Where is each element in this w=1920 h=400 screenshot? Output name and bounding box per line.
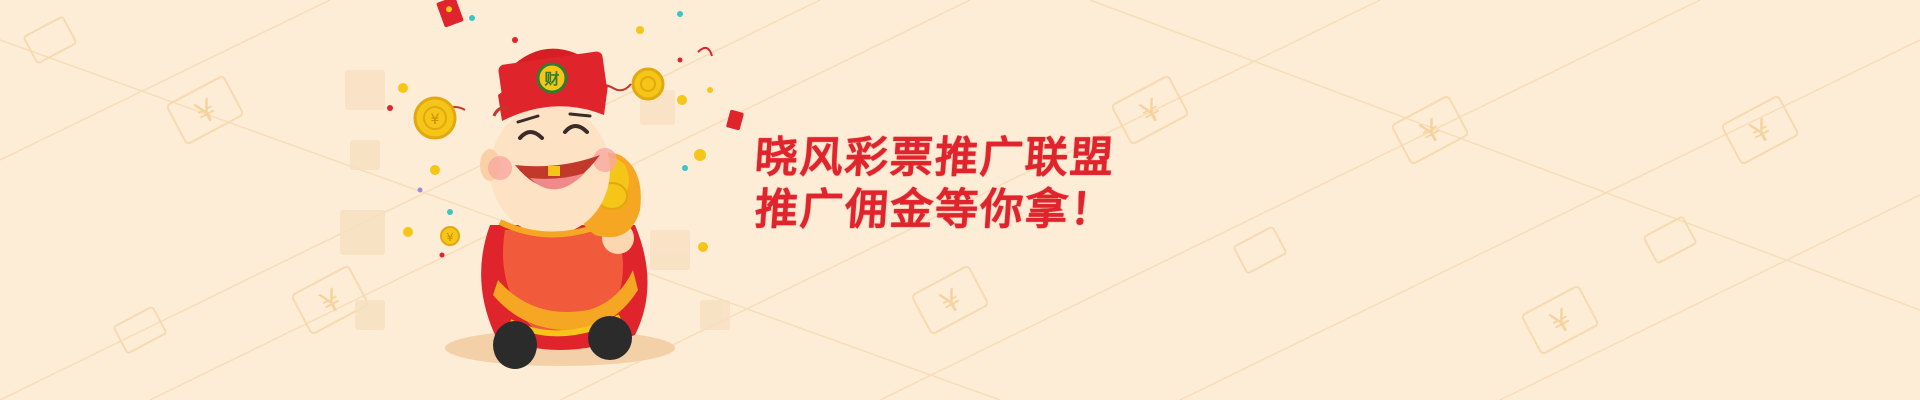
svg-text:¥: ¥ bbox=[935, 282, 968, 322]
headline-line-2: 推广佣金等你拿！ bbox=[753, 185, 1117, 235]
svg-text:¥: ¥ bbox=[431, 112, 440, 128]
hat-badge-text: 财 bbox=[544, 70, 559, 88]
headline: 晓风彩票推广联盟 推广佣金等你拿！ bbox=[753, 132, 1275, 236]
gold-coin-left: ¥ bbox=[413, 96, 466, 140]
svg-text:¥: ¥ bbox=[315, 282, 348, 322]
official-hat: 财 bbox=[492, 48, 608, 121]
svg-text:¥: ¥ bbox=[1545, 302, 1578, 342]
god-of-wealth-mascot: ¥ ¥ bbox=[387, 0, 744, 369]
svg-text:¥: ¥ bbox=[1745, 112, 1778, 152]
svg-text:¥: ¥ bbox=[190, 92, 223, 132]
confetti-decoration bbox=[387, 0, 744, 258]
headline-line-1: 晓风彩票推广联盟 bbox=[753, 133, 1117, 183]
svg-text:¥: ¥ bbox=[1135, 92, 1168, 132]
svg-text:¥: ¥ bbox=[447, 231, 454, 244]
